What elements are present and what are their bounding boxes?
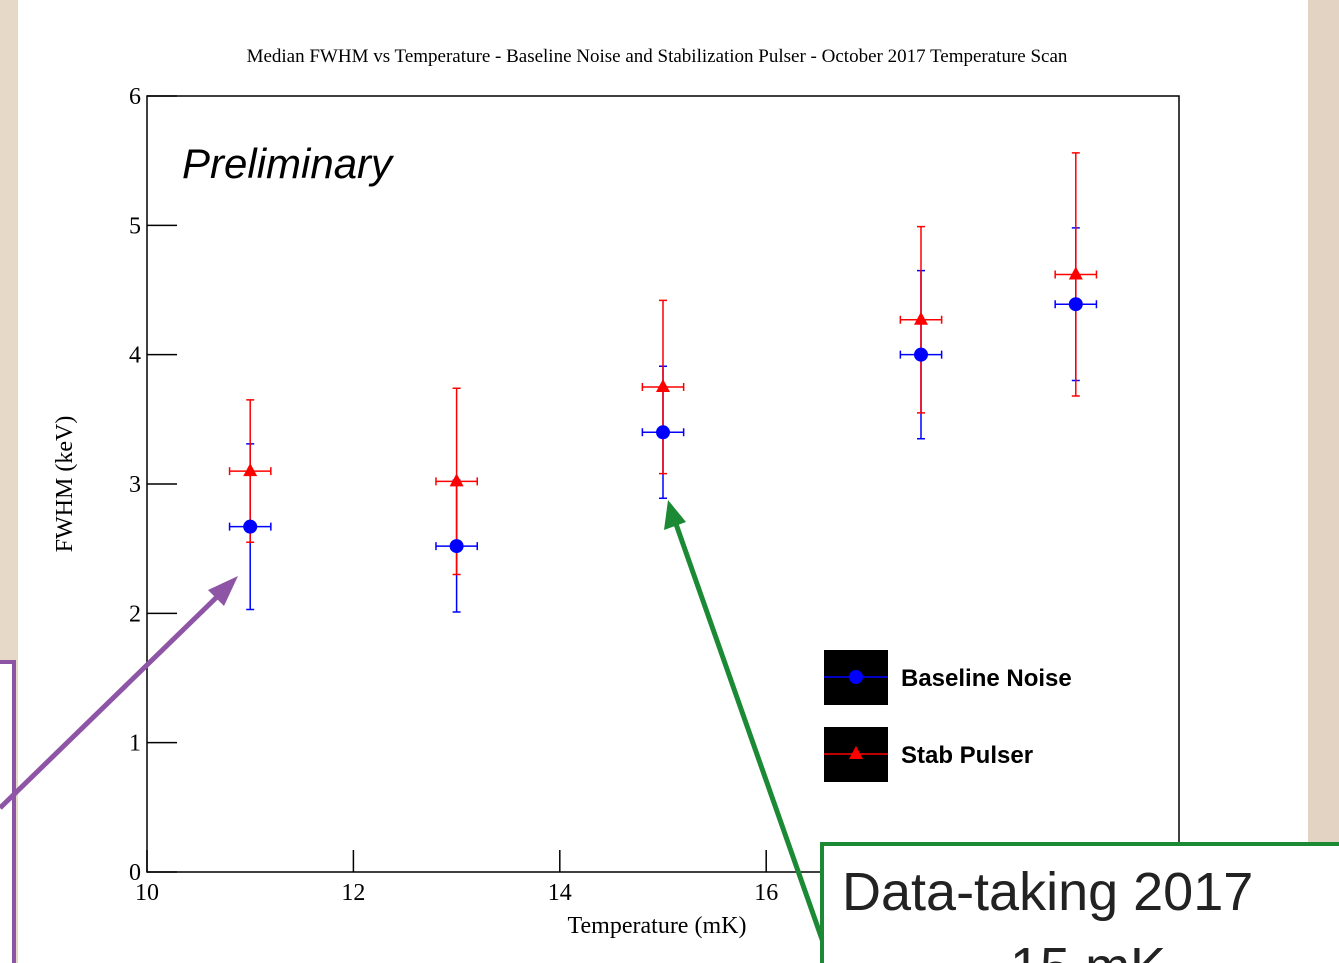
marker xyxy=(849,746,863,759)
marker xyxy=(849,670,863,684)
x-tick-label: 12 xyxy=(341,880,365,906)
marker xyxy=(243,519,258,534)
callout-text: Data-taking 2017 xyxy=(842,862,1253,922)
y-tick-label: 3 xyxy=(129,472,141,498)
legend-label: Baseline Noise xyxy=(901,665,1072,692)
chart-title: Median FWHM vs Temperature - Baseline No… xyxy=(247,46,1068,67)
arrow xyxy=(673,523,833,963)
y-tick-label: 0 xyxy=(129,860,141,886)
y-tick-label: 4 xyxy=(129,343,141,369)
y-tick-label: 5 xyxy=(129,213,141,239)
annotation: Preliminary xyxy=(182,140,395,187)
callout-text: 15 mK xyxy=(1010,937,1166,963)
marker xyxy=(914,311,928,325)
arrow-head xyxy=(208,576,238,606)
x-axis-label: Temperature (mK) xyxy=(568,913,747,939)
legend: Baseline Noise Stab Pulser xyxy=(824,650,1072,782)
legend-label: Stab Pulser xyxy=(901,742,1033,769)
y-tick-label: 1 xyxy=(129,731,141,757)
callout-box xyxy=(0,660,16,963)
callout-box xyxy=(820,842,1339,963)
data-layer: 1012141618200123456 xyxy=(129,84,1191,906)
arrow-head xyxy=(664,500,686,530)
marker xyxy=(1068,297,1083,312)
x-tick-label: 10 xyxy=(135,880,159,906)
y-tick-label: 2 xyxy=(129,601,141,627)
marker xyxy=(1068,266,1083,280)
marker xyxy=(449,539,464,554)
marker xyxy=(243,463,258,477)
y-tick-label: 6 xyxy=(129,84,141,110)
x-tick-label: 14 xyxy=(548,880,572,906)
marker xyxy=(449,473,464,487)
marker xyxy=(656,379,670,392)
arrow xyxy=(0,590,224,810)
marker xyxy=(656,425,670,440)
y-axis-label: FWHM (keV) xyxy=(52,416,78,553)
marker xyxy=(914,347,928,362)
x-tick-label: 16 xyxy=(754,880,778,906)
background-photo xyxy=(1308,0,1339,963)
